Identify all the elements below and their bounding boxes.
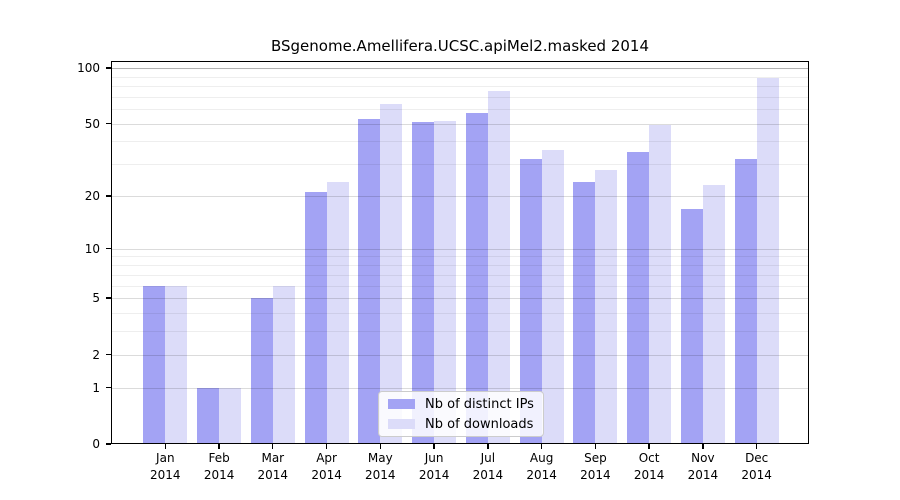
legend-label-distinct-ips: Nb of distinct IPs [425,396,534,412]
y-tick-mark-20 [106,195,111,197]
x-tick-label-feb: Feb 2014 [203,451,235,482]
bar-downloads-feb [219,387,242,444]
gridline-y-10 [111,248,809,250]
x-tick-label-jun: Jun 2014 [418,451,450,482]
legend-swatch-distinct-ips [388,399,415,409]
gridline-y-80 [111,86,809,87]
y-tick-label-10: 10 [84,241,100,256]
bar-downloads-oct [649,125,672,444]
gridline-y-50 [111,123,809,125]
y-tick-mark-2 [106,353,111,356]
bar-distinct-ips-nov [680,208,703,444]
gridline-y-1 [111,387,809,389]
gridline-y-8 [111,265,809,266]
legend-swatch-downloads [388,419,415,429]
x-tick-mark-jan [164,444,166,449]
y-tick-label-0: 0 [92,437,100,451]
gridline-y-5 [111,298,809,299]
gridline-y-6 [111,285,809,287]
x-tick-mark-oct [648,444,650,449]
x-tick-label-may: May 2014 [365,451,396,482]
gridline-y-20 [111,196,809,197]
legend: Nb of distinct IPs Nb of downloads [378,391,544,437]
y-tick-label-20: 20 [84,189,100,203]
x-tick-label-dec: Dec 2014 [741,451,772,482]
bar-distinct-ips-jul [465,113,488,444]
gridline-y-4 [111,312,809,314]
x-tick-label-oct: Oct 2014 [633,451,665,482]
y-tick-mark-10 [106,247,111,250]
bar-distinct-ips-oct [627,152,650,444]
x-tick-mark-apr [325,444,328,449]
bar-distinct-ips-apr [304,192,327,444]
y-tick-mark-5 [106,297,111,299]
x-tick-mark-dec [756,444,758,449]
x-tick-mark-jun [433,444,435,449]
x-tick-mark-nov [702,444,704,449]
bar-distinct-ips-jan [143,285,166,444]
bar-downloads-mar [272,285,295,444]
bar-downloads-jan [165,285,188,444]
y-tick-label-50: 50 [84,116,100,131]
gridline-y-30 [111,164,809,166]
y-tick-mark-1 [106,386,111,389]
bar-distinct-ips-sep [573,181,596,444]
x-tick-mark-feb [218,444,220,449]
bar-distinct-ips-dec [734,159,757,444]
x-tick-label-sep: Sep 2014 [580,451,611,482]
y-tick-label-1: 1 [92,380,100,395]
y-tick-mark-0 [106,443,111,445]
chart-title: BSgenome.Amellifera.UCSC.apiMel2.masked … [270,37,650,55]
y-tick-mark-100 [106,67,111,69]
legend-item-downloads: Nb of downloads [379,416,543,433]
gridline-y-7 [111,274,809,276]
gridline-y-9 [111,256,809,258]
gridline-y-70 [111,96,809,98]
bar-downloads-jul [487,91,510,444]
plot-area [111,61,809,444]
gridline-y-90 [111,76,809,78]
bar-distinct-ips-jun [412,122,435,444]
gridline-y-3 [111,331,809,333]
y-tick-label-100: 100 [77,61,100,75]
x-tick-mark-may [379,444,381,449]
bar-downloads-aug [541,149,564,444]
x-tick-mark-sep [594,444,597,449]
bar-downloads-may [380,103,403,444]
x-tick-label-jan: Jan 2014 [150,451,181,482]
legend-item-distinct-ips: Nb of distinct IPs [379,396,543,413]
y-tick-label-2: 2 [92,347,100,362]
x-tick-label-nov: Nov 2014 [687,451,719,482]
bar-distinct-ips-aug [519,159,542,444]
gridline-y-40 [111,141,809,143]
x-tick-mark-jul [487,444,489,449]
x-tick-label-apr: Apr 2014 [311,451,342,482]
x-tick-mark-mar [272,444,274,449]
x-tick-label-aug: Aug 2014 [526,451,557,482]
bar-downloads-sep [595,169,618,444]
y-tick-label-5: 5 [92,291,100,305]
bar-distinct-ips-mar [250,298,273,444]
x-tick-mark-aug [540,444,543,449]
gridline-y-100 [111,68,809,69]
x-tick-label-jul: Jul 2014 [472,451,504,482]
gridline-y-2 [111,354,809,356]
bar-distinct-ips-feb [197,387,220,444]
x-tick-label-mar: Mar 2014 [257,451,289,482]
bar-downloads-nov [702,185,725,444]
legend-label-downloads: Nb of downloads [425,416,534,432]
bar-downloads-dec [756,78,779,444]
bar-downloads-jun [434,120,457,444]
y-tick-mark-50 [106,123,111,125]
bar-downloads-apr [326,181,349,444]
bar-distinct-ips-may [358,119,381,444]
gridline-y-60 [111,109,809,111]
